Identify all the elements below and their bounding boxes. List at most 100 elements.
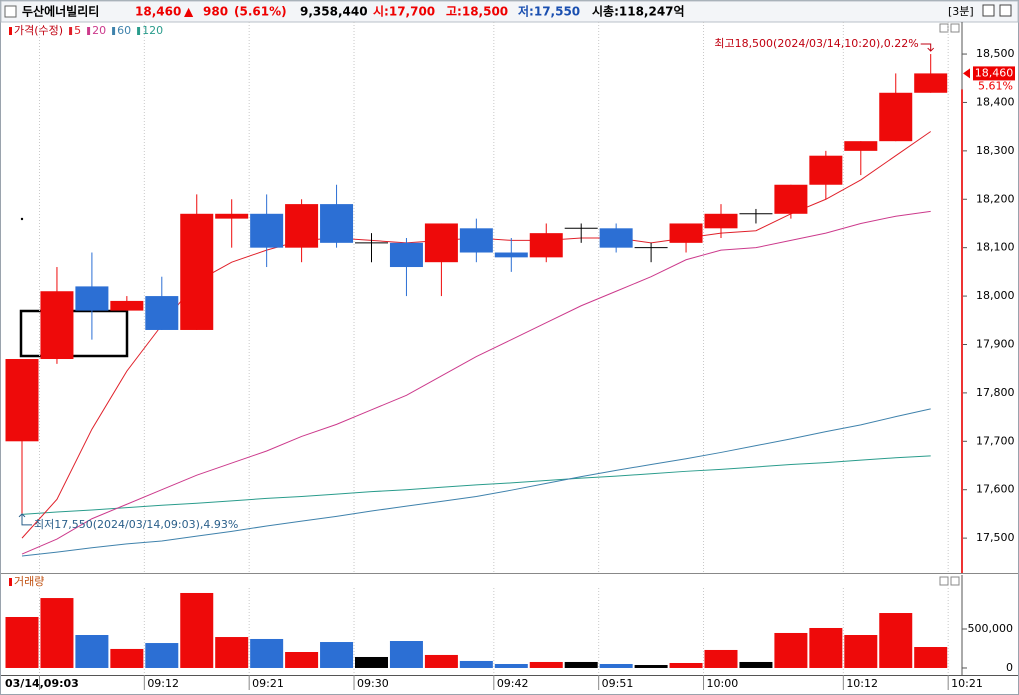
legend-entry: 20 bbox=[92, 24, 106, 37]
volume-bar bbox=[459, 660, 493, 668]
volume-bar bbox=[75, 635, 109, 668]
panel-button[interactable] bbox=[939, 23, 949, 33]
candle-body bbox=[459, 228, 493, 253]
legend-title: 가격(수정) bbox=[14, 24, 63, 37]
interval[interactable]: [3분] bbox=[948, 5, 974, 18]
volume-bar bbox=[424, 654, 458, 668]
legend-entry: 120 bbox=[142, 24, 163, 37]
y-tick-label: 17,900 bbox=[976, 337, 1015, 350]
restore-button[interactable] bbox=[982, 4, 995, 17]
candle-body bbox=[774, 184, 808, 214]
ma-line bbox=[21, 210, 931, 555]
low-arrow bbox=[18, 513, 32, 526]
candle-body bbox=[424, 223, 458, 263]
y-tick-label: 17,800 bbox=[976, 386, 1015, 399]
x-tick-label: 09:30 bbox=[357, 677, 389, 690]
volume-bar bbox=[215, 637, 249, 668]
candle-body bbox=[180, 213, 214, 330]
legend-entry: 5 bbox=[74, 24, 81, 37]
volume-bar bbox=[355, 656, 388, 668]
legend-swatch bbox=[69, 27, 73, 35]
arrow: ▲ bbox=[184, 5, 194, 19]
volume-title: 거래량 bbox=[14, 575, 44, 588]
ma-line bbox=[21, 408, 931, 557]
x-tick-label: 09:42 bbox=[497, 677, 529, 690]
volume-bar bbox=[774, 632, 808, 668]
candle-body bbox=[669, 223, 703, 243]
y-tick-label: 18,300 bbox=[976, 144, 1015, 157]
high: 고:18,500 bbox=[446, 5, 508, 19]
x-tick-label: 03/14,09:03 bbox=[5, 677, 79, 690]
legend-swatch bbox=[9, 578, 12, 586]
y-tick-label: 18,500 bbox=[976, 47, 1015, 60]
volume-bar bbox=[599, 664, 633, 668]
legend-swatch bbox=[87, 27, 91, 35]
marker-dot bbox=[20, 217, 24, 221]
candle-body bbox=[809, 155, 843, 185]
y-tick-label: 17,700 bbox=[976, 434, 1015, 447]
candle-body bbox=[389, 242, 423, 268]
high-annotation: 최고18,500(2024/03/14,10:20),0.22% bbox=[714, 37, 918, 50]
volume-bar bbox=[669, 662, 703, 668]
volume-bar bbox=[704, 649, 738, 668]
candle-body bbox=[320, 204, 354, 243]
change: 980 bbox=[203, 5, 228, 19]
low: 저:17,550 bbox=[518, 4, 580, 19]
last-change-label: 5.61% bbox=[978, 79, 1013, 92]
legend-swatch bbox=[137, 27, 141, 35]
candle-body bbox=[5, 359, 39, 442]
volume-bar bbox=[564, 661, 598, 668]
volume-bar bbox=[529, 661, 563, 668]
x-tick-label: 10:00 bbox=[707, 677, 739, 690]
change-pct: (5.61%) bbox=[234, 5, 287, 19]
candle-body bbox=[599, 228, 633, 248]
last-price-pointer bbox=[963, 68, 970, 79]
volume-bar bbox=[634, 665, 668, 668]
candle-body bbox=[40, 291, 74, 360]
high-arrow bbox=[920, 43, 935, 52]
candle-body bbox=[215, 213, 249, 219]
volume-bar bbox=[40, 598, 74, 668]
y-tick-label: 18,400 bbox=[976, 95, 1015, 108]
candle-body bbox=[844, 141, 878, 151]
header-bar bbox=[0, 0, 1019, 23]
candle-body bbox=[145, 296, 179, 330]
volume-bar bbox=[809, 627, 843, 668]
candle-body bbox=[110, 300, 144, 311]
volume-bar bbox=[844, 635, 878, 668]
volume-bar bbox=[389, 641, 423, 668]
last-price-box bbox=[973, 66, 1015, 81]
volume-bar bbox=[914, 647, 948, 668]
candle-body bbox=[914, 73, 948, 93]
y-tick-label: 0 bbox=[1006, 661, 1013, 674]
volume-bar bbox=[180, 592, 214, 668]
candle-body bbox=[704, 213, 738, 229]
volume-bar bbox=[739, 661, 773, 668]
panel-button[interactable] bbox=[939, 576, 949, 586]
candle-body bbox=[75, 286, 109, 311]
menu-icon[interactable] bbox=[4, 5, 17, 18]
low-annotation: 최저17,550(2024/03/14,09:03),4.93% bbox=[34, 518, 238, 531]
volume-header bbox=[1, 575, 962, 588]
panel-button[interactable] bbox=[950, 576, 960, 586]
last-price-label: 18,460 bbox=[975, 66, 1014, 79]
y-tick-label: 17,600 bbox=[976, 483, 1015, 496]
x-tick-label: 10:21 bbox=[951, 677, 983, 690]
close-button[interactable] bbox=[999, 4, 1012, 17]
panel-button[interactable] bbox=[950, 23, 960, 33]
y-tick-label: 18,000 bbox=[976, 289, 1015, 302]
y-tick-label: 18,100 bbox=[976, 241, 1015, 254]
x-tick-label: 09:21 bbox=[252, 677, 284, 690]
candle-body bbox=[529, 233, 563, 258]
y-tick-label: 18,200 bbox=[976, 192, 1015, 205]
volume-bar bbox=[250, 638, 284, 668]
y-tick-label: 17,500 bbox=[976, 531, 1015, 544]
candle-body bbox=[285, 204, 319, 248]
stock-name: 두산에너빌리티 bbox=[22, 4, 99, 19]
y-tick-label: 500,000 bbox=[968, 622, 1014, 635]
open: 시:17,700 bbox=[373, 5, 435, 19]
x-tick-label: 10:12 bbox=[846, 677, 878, 690]
volume-bar bbox=[110, 648, 144, 668]
